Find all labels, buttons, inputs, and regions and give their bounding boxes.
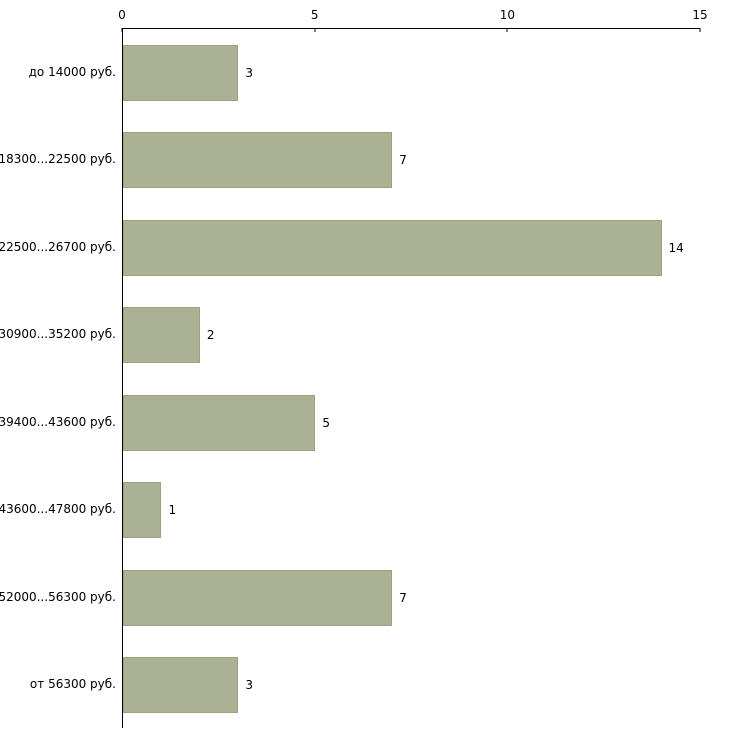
category-label-row: 43600...47800 руб.: [0, 466, 122, 554]
chart-row: 3: [123, 29, 700, 117]
category-label-row: 39400...43600 руб.: [0, 378, 122, 466]
category-label-row: 30900...35200 руб.: [0, 291, 122, 379]
bar-value-label: 7: [399, 153, 407, 168]
x-tick-label: 15: [692, 8, 708, 22]
bar: [123, 132, 393, 189]
category-label: 43600...47800 руб.: [0, 502, 116, 517]
chart-row: 7: [123, 554, 700, 642]
category-label-row: до 14000 руб.: [0, 28, 122, 116]
category-labels-column: до 14000 руб. 18300...22500 руб. 22500...2…: [0, 28, 122, 728]
category-label-row: от 56300 руб.: [0, 641, 122, 729]
bar-value-label: 2: [206, 328, 215, 343]
chart-row: 7: [123, 117, 700, 205]
chart-row: 1: [123, 467, 700, 555]
bar-value-label: 3: [245, 678, 254, 693]
bar-value-label: 3: [245, 65, 254, 80]
bar-value-label: 1: [168, 503, 177, 518]
x-tick-mark: [699, 28, 701, 32]
bar: [123, 44, 239, 101]
x-tick-label: 5: [310, 8, 319, 22]
category-label-row: 22500...26700 руб.: [0, 203, 122, 291]
chart-row: 2: [123, 292, 700, 380]
category-label: до 14000 руб.: [28, 64, 116, 79]
x-tick-label: 0: [118, 8, 126, 22]
x-tick-mark: [314, 28, 316, 32]
category-label: 52000...56300 руб.: [0, 589, 116, 604]
category-label: от 56300 руб.: [29, 677, 116, 692]
plot-area: 3 7 14 2 5 1 7 3: [122, 28, 700, 728]
bar-value-label: 14: [668, 240, 684, 255]
x-tick-mark: [506, 28, 508, 32]
bar: [123, 657, 239, 714]
category-label: 18300...22500 руб.: [0, 152, 116, 167]
x-tick-label: 10: [499, 8, 515, 22]
category-label: 22500...26700 руб.: [0, 239, 116, 254]
chart-row: 14: [123, 204, 700, 292]
category-label-row: 18300...22500 руб.: [0, 116, 122, 204]
bar: [123, 482, 162, 539]
category-label-row: 52000...56300 руб.: [0, 553, 122, 641]
bar-value-label: 5: [322, 415, 330, 430]
bar: [123, 569, 393, 626]
bar: [123, 307, 200, 364]
chart-row: 5: [123, 379, 700, 467]
x-axis-ticks: 0 5 10 15: [118, 0, 708, 32]
category-label: 39400...43600 руб.: [0, 414, 116, 429]
category-label: 30900...35200 руб.: [0, 327, 116, 342]
bar: [123, 219, 662, 276]
bar-value-label: 7: [399, 590, 407, 605]
bar: [123, 394, 316, 451]
chart-row: 3: [123, 642, 700, 730]
